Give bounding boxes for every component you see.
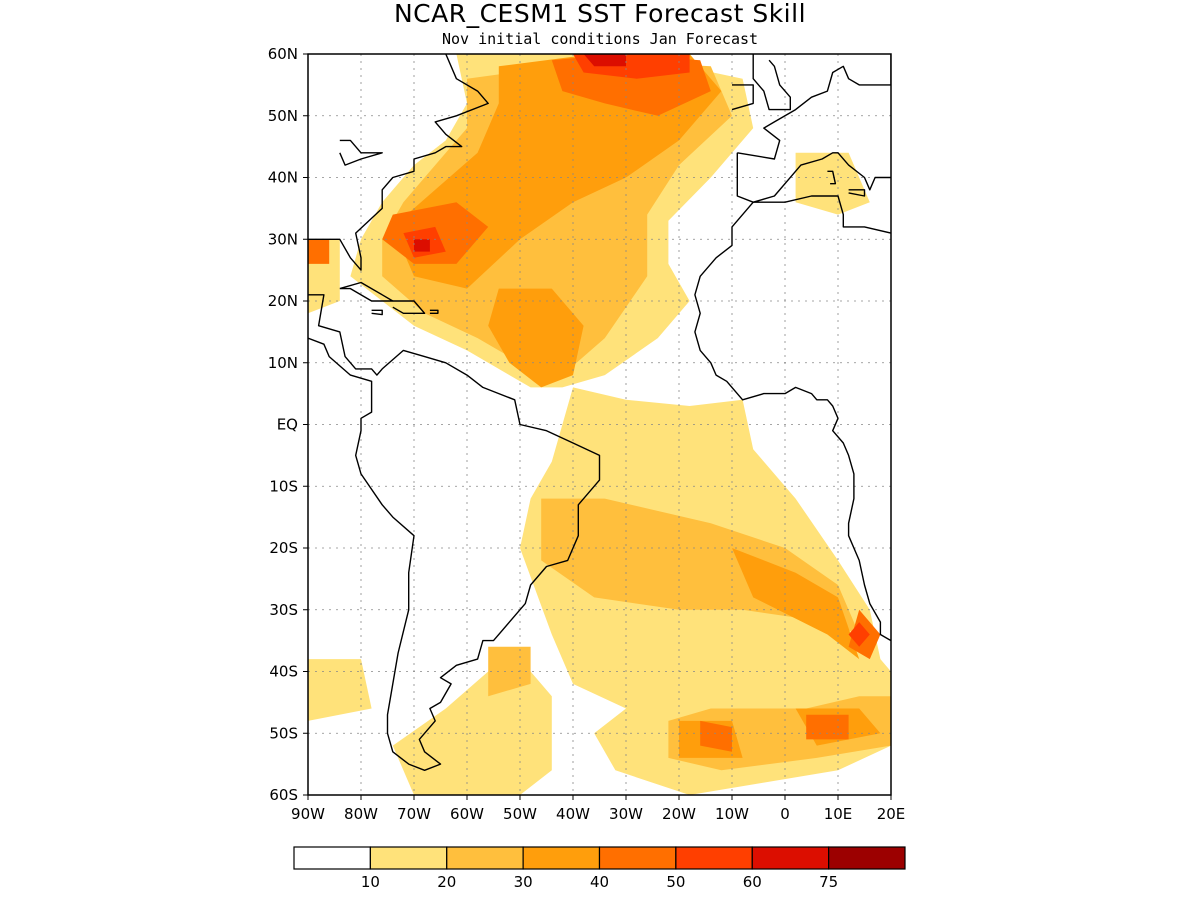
coastline-7 [752,54,791,111]
coastline-5 [371,309,383,316]
coastline-14 [848,189,866,197]
colorbar-label: 30 [514,873,533,891]
coastline-13 [827,170,837,185]
coastline-1 [308,294,601,771]
lat-label: 10S [269,477,298,495]
lat-label: 30S [269,601,298,619]
lat-label: 30N [268,230,298,248]
colorbar-segment [751,846,830,870]
lat-label: 60S [269,786,298,804]
colorbar-label: 75 [819,873,838,891]
coastline-9 [737,54,891,160]
skill-region-3 [308,659,372,721]
map-area: 60N 50N 40N 30N 20N 10N EQ 10S 20S 30S 40S 50S 60S 9… [268,45,906,823]
colorbar-segment [522,846,601,870]
coastline-10 [736,152,891,203]
map-title: NCAR_CESM1 SST Forecast Skill [394,0,806,28]
colorbar-segment [446,846,524,870]
lon-label: 30W [609,805,643,823]
colorbar-segment [828,846,906,870]
colorbar-segment [293,846,371,870]
coastline-8 [731,84,754,111]
lon-label: 20W [662,805,696,823]
skill-field [308,54,891,795]
lat-label: 40N [268,169,298,187]
coastline-12 [753,195,891,234]
colorbar-label: 40 [590,873,609,891]
longitude-labels: 90W 80W 70W 60W 50W 40W 30W 20W 10W 0 10E 20E [291,795,905,823]
skill-region-23 [848,622,870,647]
lat-label: 20S [269,539,298,557]
colorbar-label: 60 [743,873,762,891]
lon-label: 0 [780,805,790,823]
lon-label: 50W [503,805,537,823]
skill-region-2 [392,659,552,795]
coastline-0 [308,54,489,271]
lon-label: 60W [450,805,484,823]
colorbar-label: 10 [361,873,380,891]
lon-label: 40W [556,805,590,823]
lon-label: 10W [715,805,749,823]
gridlines [308,54,891,795]
lat-label: 20N [268,292,298,310]
skill-region-18 [700,720,732,752]
colorbar-segment [675,846,753,870]
skill-region-20 [308,239,330,264]
lat-label: EQ [277,416,298,434]
lon-label: 70W [397,805,431,823]
coastline-4 [429,309,439,314]
colorbar-label: 50 [666,873,685,891]
colorbar: 10 20 30 40 50 60 75 [293,846,906,891]
coastline-6 [339,139,383,166]
skill-region-25 [414,239,430,252]
colorbar-segment [598,846,677,870]
coastlines [308,54,891,771]
lon-label: 90W [291,805,325,823]
lon-label: 80W [344,805,378,823]
colorbar-segment [369,846,448,870]
lon-label: 20E [877,805,906,823]
latitude-labels: 60N 50N 40N 30N 20N 10N EQ 10S 20S 30S 40S 50S 60S [268,45,308,804]
map-subtitle: Nov initial conditions Jan Forecast [442,30,758,48]
skill-region-9 [488,646,531,697]
colorbar-label: 20 [437,873,456,891]
skill-region-24 [583,54,626,67]
coastline-3 [392,300,426,314]
lat-label: 60N [268,45,298,63]
skill-region-19 [806,714,849,740]
lat-label: 10N [268,354,298,372]
lat-label: 50S [269,724,298,742]
lon-label: 10E [824,805,853,823]
skill-region-12 [732,548,860,660]
lat-label: 40S [269,663,298,681]
lat-label: 50N [268,107,298,125]
coastline-11 [694,201,891,642]
